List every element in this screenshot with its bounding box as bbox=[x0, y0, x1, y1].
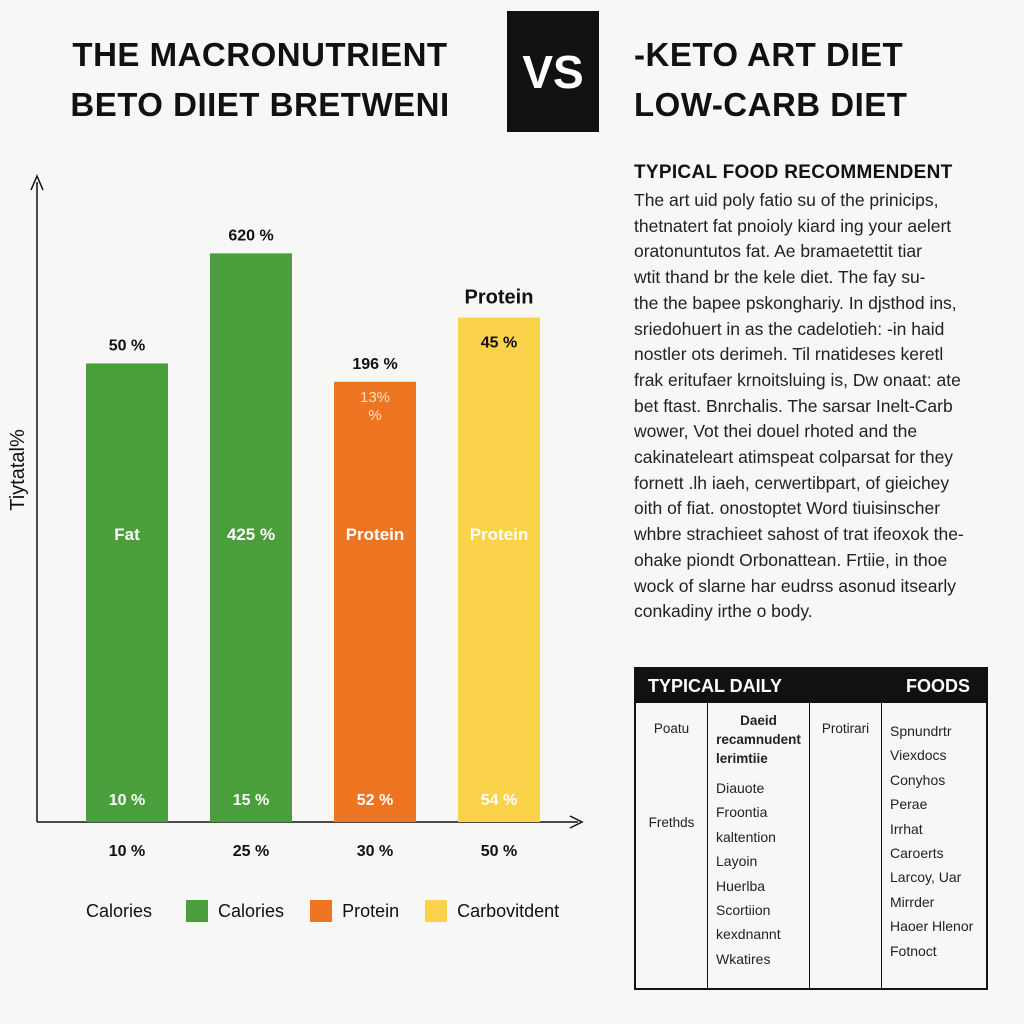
bar-annotation: Protein bbox=[465, 287, 534, 309]
legend-label-carbs: Carbovitdent bbox=[457, 900, 560, 921]
bar-mid-label: Fat bbox=[114, 525, 140, 544]
recommend-paragraph: The art uid poly fatio su of the prinici… bbox=[634, 188, 984, 625]
table-item: Conyhos bbox=[890, 771, 946, 788]
recommend-line: bet ftast. Bnrchalis. The sarsar Inelt-C… bbox=[634, 395, 953, 416]
x-axis-arrow bbox=[569, 815, 584, 829]
bar-bottom-label: 52 % bbox=[357, 792, 393, 809]
recommend-line: whbre strachieet sahost of trat ifeoxok … bbox=[634, 524, 964, 545]
table-body: Poatu Frethds Daeid recamnudent lerimtii… bbox=[636, 703, 986, 988]
header-left-line1: THE MACRONUTRIENT bbox=[72, 36, 448, 73]
recommend-title: TYPICAL FOOD RECOMMENDENT bbox=[634, 162, 953, 183]
legend-lead-label: Calories bbox=[86, 900, 153, 921]
macro-bar-chart: Tiytatal% 50 % Fat 10 % 10 % 620 % 425 % 15 % 25… bbox=[7, 174, 584, 860]
bar-4 bbox=[458, 317, 540, 822]
daily-foods-table: TYPICAL DAILY FOODS Poatu Frethds Daeid … bbox=[634, 667, 988, 990]
bar-2 bbox=[210, 253, 292, 822]
recommend-line: ohake piondt Orbonattean. Frtiie, in tho… bbox=[634, 549, 948, 570]
table-col2-heading-2: recamnudent bbox=[716, 732, 801, 747]
y-axis-arrow bbox=[30, 174, 44, 191]
legend-item-calories: Calories bbox=[186, 900, 284, 922]
table-header-right: FOODS bbox=[905, 675, 970, 696]
header-right-line1: -KETO ART DIET bbox=[634, 36, 904, 73]
recommend-line: sriedohuert in as the cadelotieh: -in ha… bbox=[634, 318, 945, 339]
table-col-3: Protirari bbox=[810, 703, 882, 988]
table-col2-heading-3: lerimtiie bbox=[716, 751, 768, 766]
bar-mid-label: Protein bbox=[470, 525, 529, 544]
table-cell-col3-top: Protirari bbox=[821, 721, 870, 736]
recommend-line: the the bapee pskonghariy. In djsthod in… bbox=[634, 292, 957, 313]
bar-mid-label: 425 % bbox=[227, 525, 275, 544]
table-col2-items: Diauote Froontia kaltention Layoin Huerlba Sc… bbox=[708, 776, 809, 971]
bar-top-label: 50 % bbox=[109, 337, 145, 354]
bar-1 bbox=[86, 363, 168, 822]
recommend-line: oith of fiat. onostoptet Word tiuisinsch… bbox=[634, 498, 941, 519]
table-item: Froontia bbox=[716, 804, 768, 821]
table-col4-items: Spnundrtr Viexdocs Conyhos Perae Irrhat Caroe… bbox=[882, 719, 990, 963]
header-right: -KETO ART DIET LOW-CARB DIET bbox=[634, 30, 907, 130]
legend: Calories Calories Protein Carbovitdent bbox=[86, 900, 585, 922]
recommend-line: oratonuntutos fat. Ae bramaetettit tiar bbox=[634, 241, 922, 262]
recommend-line: frak eritufaer krnoitsluing is, Dw onaat… bbox=[634, 369, 961, 390]
recommend-line: The art uid poly fatio su of the prinici… bbox=[634, 190, 939, 210]
recommend-line: thetnatert fat pnoioly kiard ing your ae… bbox=[634, 215, 952, 236]
y-axis-label: Tiytatal% bbox=[7, 429, 29, 511]
bar-bottom-label: 15 % bbox=[233, 792, 269, 809]
table-col-4: Spnundrtr Viexdocs Conyhos Perae Irrhat Caroe… bbox=[882, 703, 990, 988]
table-item: Huerlba bbox=[716, 877, 766, 894]
bar-top-label: 45 % bbox=[481, 335, 517, 352]
table-item: Irrhat bbox=[890, 820, 923, 837]
x-tick-label: 10 % bbox=[109, 843, 145, 860]
table-item: Scortiion bbox=[716, 902, 771, 919]
bar-bottom-label: 10 % bbox=[109, 792, 145, 809]
bar-3 bbox=[334, 381, 416, 822]
recommend-line: cakinateleart atimspeat colparsat for th… bbox=[634, 447, 954, 468]
x-tick-label: 25 % bbox=[233, 843, 269, 860]
legend-item-protein: Protein bbox=[310, 900, 399, 922]
table-item: kexdnannt bbox=[716, 926, 781, 943]
legend-swatch-carbs bbox=[425, 900, 448, 922]
table-cell-col1-top: Poatu bbox=[653, 721, 690, 736]
table-item: Diauote bbox=[716, 780, 765, 796]
recommend-line: wtit thand br the kele diet. The fay su- bbox=[634, 267, 926, 288]
vs-badge: VS bbox=[507, 11, 599, 132]
bar-top-label: 196 % bbox=[352, 356, 397, 373]
table-item: Perae bbox=[890, 796, 928, 813]
recommend-line: wock of slarne har eudrss asonud itsearl… bbox=[634, 575, 956, 596]
bar-mid-label: Protein bbox=[346, 525, 405, 544]
table-item: Mirrder bbox=[890, 893, 935, 910]
table-item: Fotnoct bbox=[890, 942, 937, 959]
legend-label-calories: Calories bbox=[218, 900, 285, 921]
table-col-1: Poatu Frethds bbox=[636, 703, 708, 988]
bar-upper-label: 13% bbox=[360, 389, 390, 406]
recommend-line: fornett .lh iaeh, cerwertibpart, of giei… bbox=[634, 472, 950, 493]
legend-item-carbs: Carbovitdent bbox=[425, 900, 559, 922]
bar-bottom-label: 54 % bbox=[481, 792, 517, 809]
x-tick-label: 50 % bbox=[481, 843, 517, 860]
table-item: Spnundrtr bbox=[890, 723, 952, 739]
header-left: THE MACRONUTRIENT BETO DIIET BRETWENI bbox=[40, 30, 480, 130]
legend-swatch-calories bbox=[186, 900, 209, 922]
legend-swatch-protein bbox=[310, 900, 333, 922]
table-item: Caroerts bbox=[890, 845, 944, 862]
recommend-line: nostler ots derimeh. Til rnatideses kere… bbox=[634, 344, 944, 365]
header-left-line2: BETO DIIET BRETWENI bbox=[70, 86, 450, 123]
table-col-2: Daeid recamnudent lerimtiie Diauote Froon… bbox=[708, 703, 810, 988]
table-item: Wkatires bbox=[716, 950, 771, 967]
table-item: Larcoy, Uar bbox=[890, 869, 962, 886]
table-item: Layoin bbox=[716, 853, 758, 870]
table-item: Viexdocs bbox=[890, 747, 947, 764]
table-header-left: TYPICAL DAILY bbox=[648, 675, 783, 696]
x-tick-label: 30 % bbox=[357, 843, 393, 860]
table-col2-heading-1: Daeid bbox=[740, 713, 777, 728]
recommend-line: wower, Vot thei douel rhoted and the bbox=[634, 421, 918, 442]
table-header: TYPICAL DAILY FOODS bbox=[636, 669, 986, 703]
table-cell-col1-mid: Frethds bbox=[648, 815, 695, 830]
bar-top-label: 620 % bbox=[228, 227, 273, 244]
header-right-line2: LOW-CARB DIET bbox=[634, 86, 908, 123]
recommend-line: conkadiny irthe o body. bbox=[634, 601, 813, 622]
table-item: Haoer Hlenor bbox=[890, 918, 974, 935]
legend-label-protein: Protein bbox=[342, 900, 400, 921]
bar-upper-label: % bbox=[368, 407, 381, 424]
table-item: kaltention bbox=[716, 828, 776, 845]
